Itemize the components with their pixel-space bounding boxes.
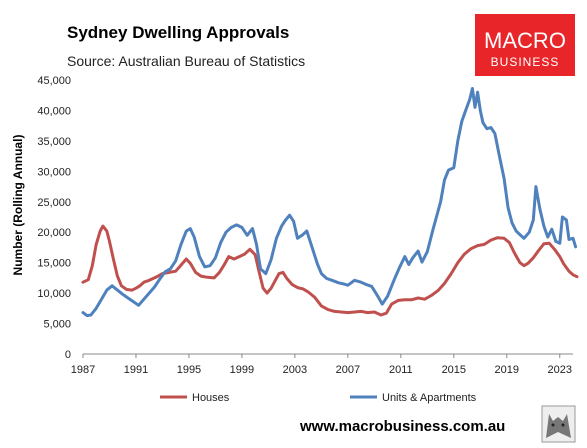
plot-lines: [81, 87, 579, 318]
x-tick-label: 2011: [389, 364, 413, 376]
x-tick-label: 2015: [442, 364, 466, 376]
legend-label-units: Units & Apartments: [382, 392, 477, 404]
x-tick-label: 1987: [71, 364, 95, 376]
y-tick-label: 0: [65, 349, 71, 361]
legend: Houses Units & Apartments: [160, 392, 477, 404]
y-tick-label: 45,000: [37, 75, 71, 87]
website-url: www.macrobusiness.com.au: [299, 418, 505, 435]
series-line-houses: [81, 224, 579, 317]
brand-logo: MACRO BUSINESS: [475, 14, 575, 76]
y-tick-label: 40,000: [37, 105, 71, 117]
y-tick-label: 20,000: [37, 227, 71, 239]
y-tick-label: 35,000: [37, 136, 71, 148]
x-tick-label: 2003: [283, 364, 307, 376]
series-line-units-apartments: [81, 87, 578, 318]
x-tick-label: 1995: [177, 364, 201, 376]
x-tick-label: 2007: [336, 364, 360, 376]
y-tick-label: 5,000: [43, 319, 71, 331]
y-axis-label: Number (Rolling Annual): [11, 135, 25, 276]
logo-background: [475, 14, 575, 76]
y-tick-label: 10,000: [37, 288, 71, 300]
x-tick-label: 2023: [548, 364, 572, 376]
logo-line1: MACRO: [484, 28, 566, 53]
legend-label-houses: Houses: [192, 392, 230, 404]
y-tick-label: 15,000: [37, 258, 71, 270]
x-tick-label: 2019: [495, 364, 519, 376]
chart-title: Sydney Dwelling Approvals: [67, 23, 289, 42]
x-tick-label: 1991: [124, 364, 148, 376]
x-axis: 1987 1991 1995 1999 2003 2007 2011 2015 2019 2023: [71, 353, 573, 376]
wolf-logo-icon: [541, 405, 576, 443]
y-tick-label: 30,000: [37, 166, 71, 178]
chart-subtitle: Source: Australian Bureau of Statistics: [67, 53, 305, 69]
y-axis: 0 5,000 10,000 15,000 20,000 25,000 30,000 35,0…: [37, 75, 71, 361]
logo-line2: BUSINESS: [491, 55, 560, 69]
y-tick-label: 25,000: [37, 197, 71, 209]
x-tick-label: 1999: [230, 364, 254, 376]
